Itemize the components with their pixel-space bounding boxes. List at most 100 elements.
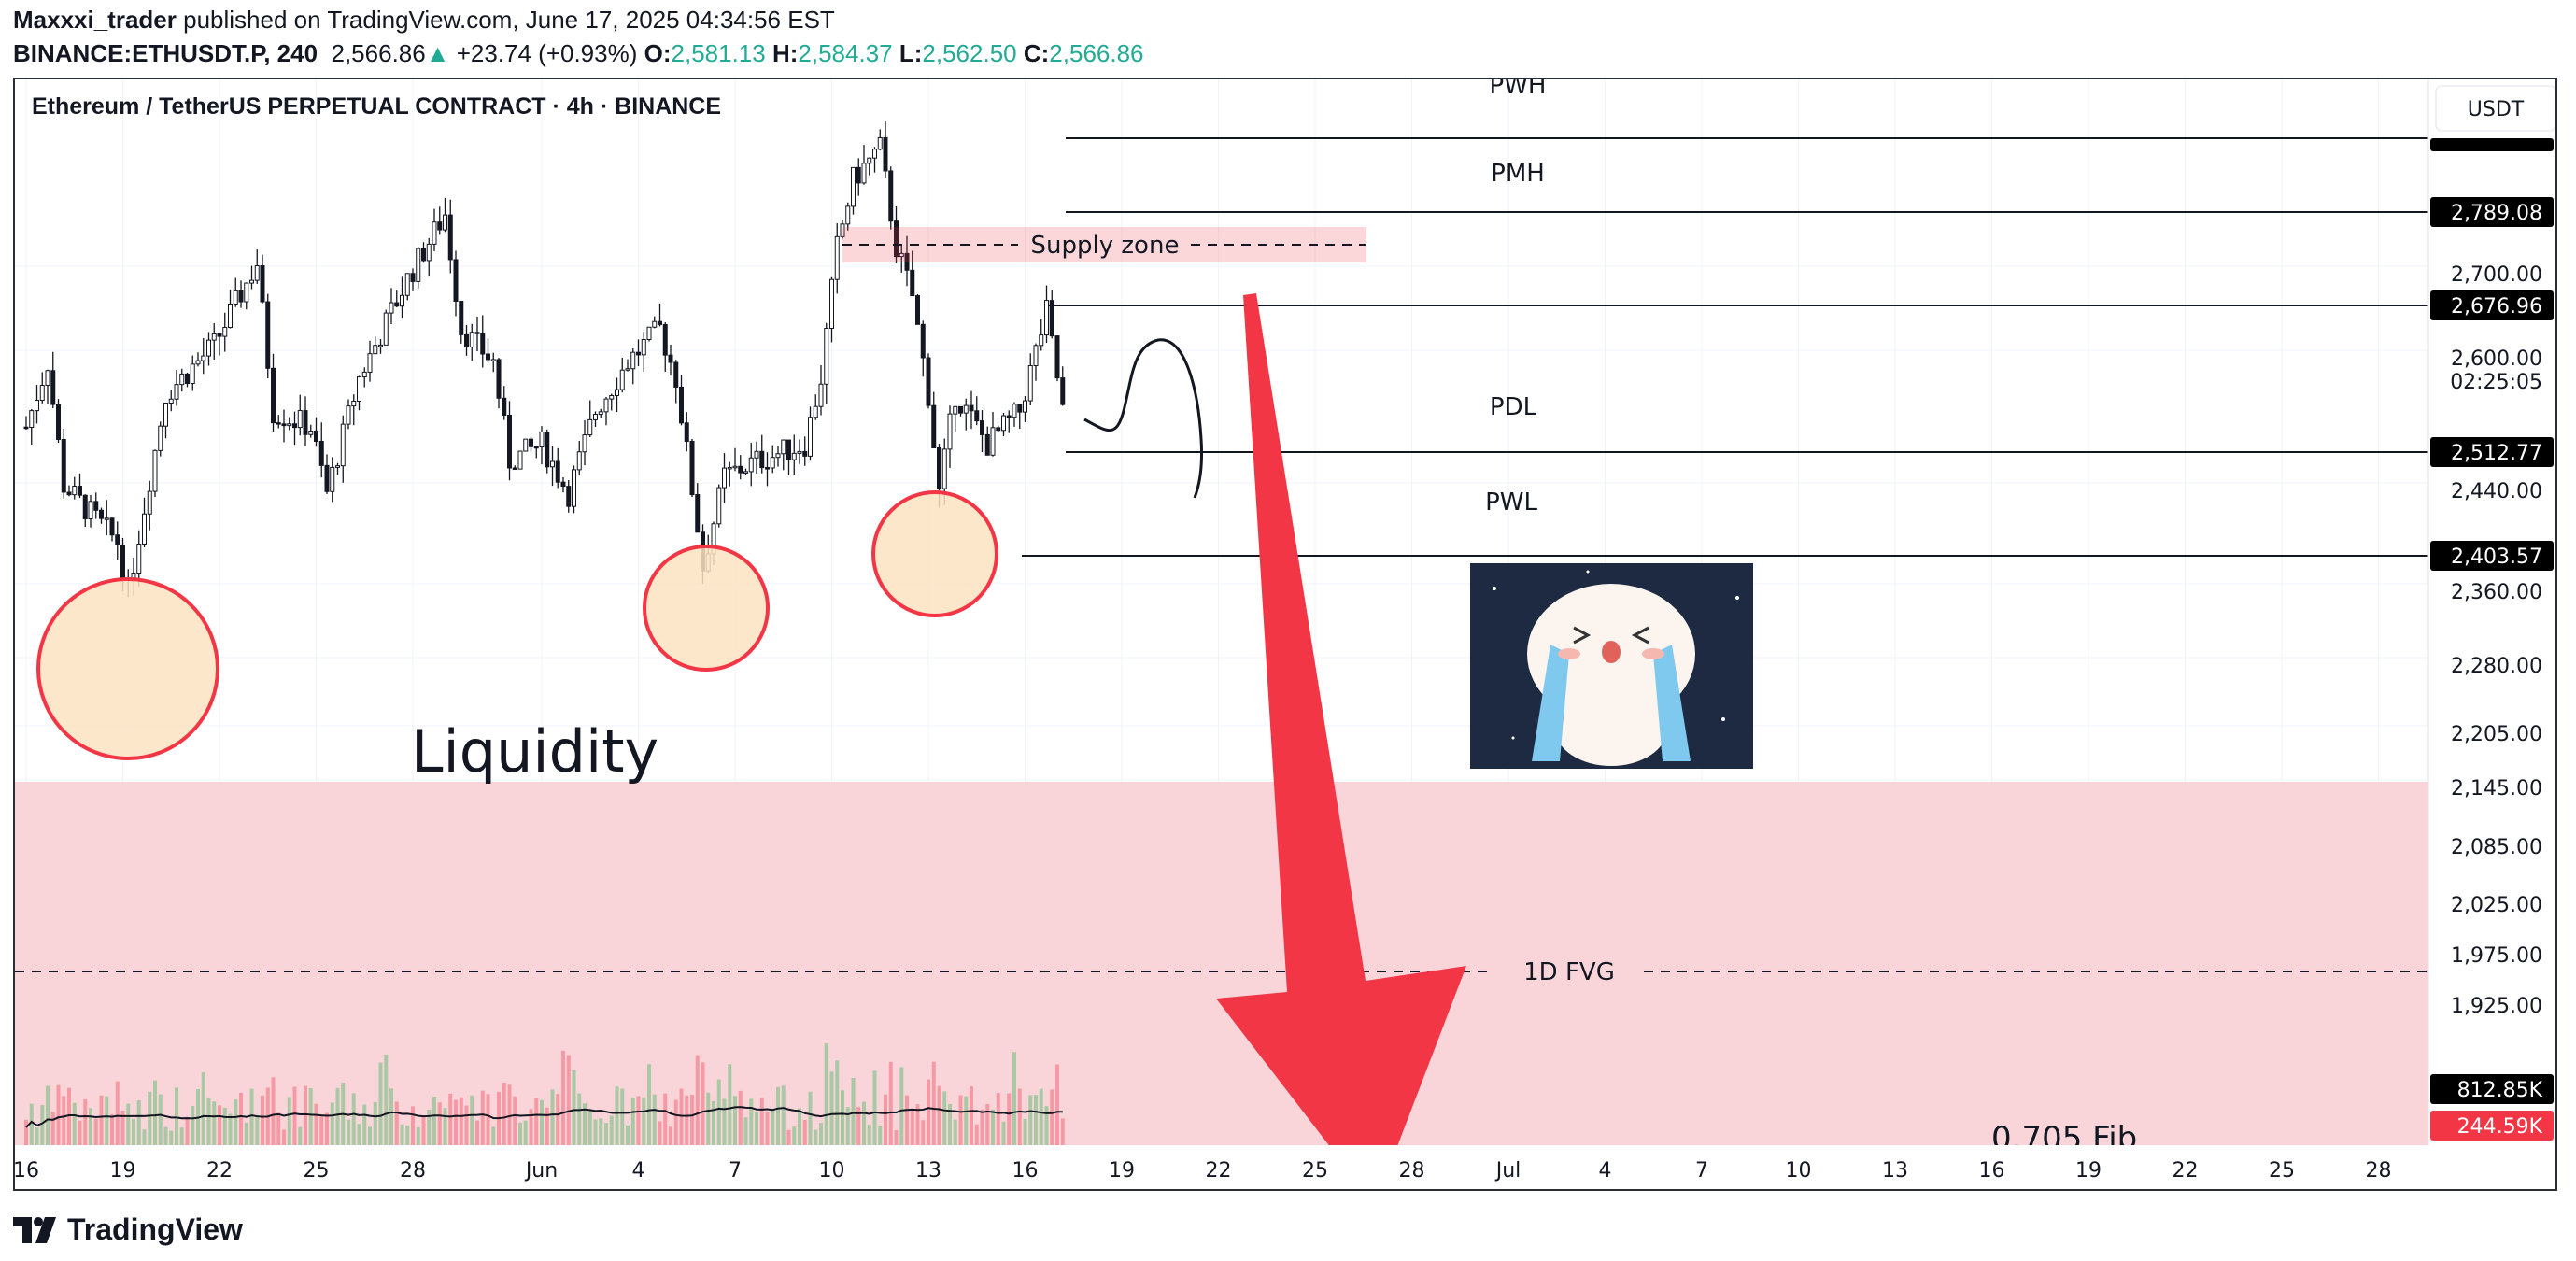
close-label: C: [1023,39,1050,67]
candle [980,420,984,435]
volume-bar [663,1093,668,1145]
pwh-label: PWH [1490,72,1547,100]
candle [512,467,517,470]
candle [636,351,641,356]
volume-bar [405,1125,410,1145]
candle [969,404,974,412]
candle [115,534,120,545]
candle [469,332,474,348]
volume-bar [319,1115,324,1145]
down-arrow-icon [1216,293,1466,1145]
candle [834,235,840,280]
time-axis[interactable]: 16 19 22 25 28 Jun 4 7 10 13 16 19 22 25 28 Jul 4 7 10 13 16… [13,1159,2392,1183]
candle [662,323,668,356]
volume-bar [169,1130,174,1145]
volume-bar [894,1130,899,1145]
volume-bar [915,1104,920,1145]
volume-bar [583,1103,587,1145]
candle [523,438,529,452]
candle [1033,345,1039,367]
supply-zone-label: Supply zone [1031,232,1180,260]
volume-bar [814,1129,818,1145]
volume-bar [459,1097,463,1145]
candle [45,370,50,387]
time-tick: 7 [1695,1159,1708,1183]
candle [443,214,447,231]
up-arrow-icon: ▲ [425,39,450,67]
time-tick: 4 [1599,1159,1612,1183]
volume-bar [513,1096,517,1145]
candle [937,446,941,489]
liquidity-circle [643,545,770,672]
volume-bar [454,1099,458,1145]
candle [738,465,743,474]
candle [593,414,598,420]
volume-bar [416,1126,420,1145]
volume-bar [701,1062,705,1145]
price-label: 2,676.96 [2451,295,2542,319]
volume-bar [158,1094,163,1145]
candle [689,440,695,496]
volume-bar [351,1093,356,1145]
projection-curve [1083,338,1203,499]
volume-bar [802,1119,807,1145]
price-tick: 2,280.00 [2451,655,2542,678]
volume-bar [690,1095,694,1145]
candle [29,410,35,429]
close-value: 2,566.86 [1049,39,1144,67]
volume-bar [948,1103,952,1145]
volume-bar [105,1096,109,1145]
volume-bar [1023,1118,1027,1145]
candle [206,339,211,357]
price-tick: 2,085.00 [2451,836,2542,859]
candles [23,121,1066,598]
volume-bar [593,1119,598,1145]
volume-bar [287,1097,291,1145]
volume-bar [368,1126,372,1145]
price-label-box [2430,290,2554,320]
candle [233,290,238,305]
candle [625,368,630,371]
volume-bar [120,1110,125,1145]
candle [238,290,244,303]
candle [185,373,190,385]
chart-title: Ethereum / TetherUS PERPETUAL CONTRACT ·… [32,93,721,120]
candle [668,354,673,363]
candle [297,410,303,429]
author[interactable]: Maxxxi_trader [13,6,177,34]
volume-bar [89,1108,92,1145]
candle [931,404,937,448]
volume-bar [587,1109,592,1145]
candle [496,359,502,399]
fib-label: 0.705 Fib [1991,1120,2137,1157]
liquidity-label: Liquidity [411,717,658,786]
candle [249,279,254,284]
candle [582,434,587,453]
candle [781,439,786,455]
volume-bar [599,1118,603,1145]
candle [619,369,625,390]
time-tick: 10 [819,1159,845,1183]
volume-bar [985,1103,990,1145]
volume-bar [249,1088,254,1145]
candle [459,300,464,335]
candle [824,327,829,385]
volume-bar [507,1084,512,1145]
volume-bars [24,1043,1065,1145]
volume-bar [652,1094,657,1145]
candle [99,509,104,519]
volume-bar [867,1125,871,1145]
candle [56,404,61,440]
tradingview-logo[interactable]: TradingView [13,1212,243,1247]
open-value: 2,581.13 [671,39,766,67]
volume-bar [899,1067,904,1145]
price-axis[interactable]: 2,700.00 2,600.00 2,440.00 2,360.00 2,280.00… [2451,263,2542,1018]
volume-bar [550,1089,555,1145]
candle [587,418,593,436]
low-label: L: [899,39,923,67]
time-tick: Jun [524,1159,558,1183]
candle [426,243,432,262]
time-tick: 28 [400,1159,426,1183]
volume-bar [862,1101,866,1145]
